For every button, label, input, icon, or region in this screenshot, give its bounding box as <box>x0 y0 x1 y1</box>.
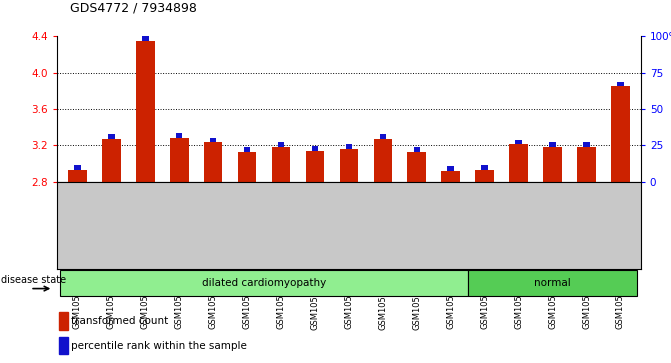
Bar <box>244 147 250 152</box>
Bar <box>407 152 426 182</box>
Text: dilated cardiomyopathy: dilated cardiomyopathy <box>202 278 326 287</box>
Bar <box>374 139 392 182</box>
Bar <box>413 147 420 152</box>
FancyBboxPatch shape <box>468 270 637 296</box>
Bar <box>380 134 386 139</box>
Bar <box>577 147 596 182</box>
Text: normal: normal <box>534 278 571 287</box>
Bar <box>448 166 454 171</box>
Bar <box>346 144 352 149</box>
Bar <box>68 170 87 182</box>
Bar <box>170 138 189 182</box>
Bar <box>210 138 217 142</box>
Bar <box>312 146 318 151</box>
Bar <box>515 140 522 144</box>
Bar <box>475 170 494 182</box>
Bar <box>509 144 528 182</box>
Text: disease state: disease state <box>1 274 66 285</box>
Bar <box>306 151 324 182</box>
Bar <box>59 337 68 354</box>
Bar <box>136 41 154 182</box>
Bar <box>340 149 358 182</box>
Text: transformed count: transformed count <box>71 316 168 326</box>
Bar <box>550 143 556 147</box>
Text: GDS4772 / 7934898: GDS4772 / 7934898 <box>70 1 197 15</box>
Bar <box>108 134 115 139</box>
Bar <box>544 147 562 182</box>
Bar <box>611 86 630 182</box>
Bar <box>142 36 148 41</box>
Bar <box>238 152 256 182</box>
Bar <box>272 147 291 182</box>
Bar <box>278 143 285 147</box>
Text: percentile rank within the sample: percentile rank within the sample <box>71 340 247 351</box>
Bar <box>583 143 590 147</box>
Bar <box>442 171 460 182</box>
Bar <box>74 165 81 170</box>
Bar <box>59 312 68 330</box>
Bar <box>176 134 183 138</box>
Bar <box>204 143 223 182</box>
Bar <box>481 165 488 170</box>
Bar <box>102 139 121 182</box>
Bar <box>617 82 624 86</box>
FancyBboxPatch shape <box>60 270 468 296</box>
